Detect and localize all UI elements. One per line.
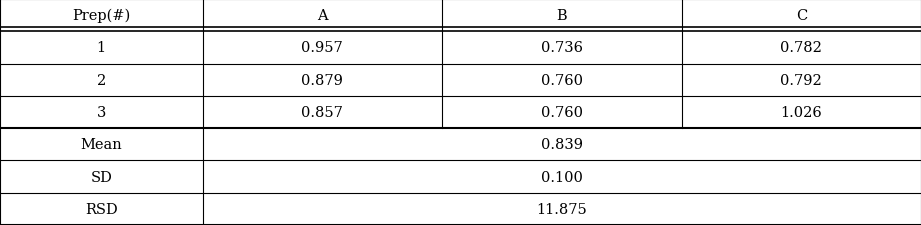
Text: Prep(#): Prep(#) <box>72 9 131 23</box>
Text: 0.857: 0.857 <box>301 106 344 119</box>
Text: B: B <box>556 9 567 23</box>
Text: RSD: RSD <box>85 202 118 216</box>
Text: 0.760: 0.760 <box>541 73 583 87</box>
Text: C: C <box>796 9 807 23</box>
Text: Mean: Mean <box>80 138 122 152</box>
Text: 2: 2 <box>97 73 106 87</box>
Text: 1: 1 <box>97 41 106 55</box>
Text: 3: 3 <box>97 106 106 119</box>
Text: 0.782: 0.782 <box>780 41 822 55</box>
Text: A: A <box>317 9 328 23</box>
Text: 0.879: 0.879 <box>301 73 344 87</box>
Text: 0.792: 0.792 <box>780 73 822 87</box>
Text: 11.875: 11.875 <box>536 202 588 216</box>
Text: 0.100: 0.100 <box>541 170 583 184</box>
Text: 0.760: 0.760 <box>541 106 583 119</box>
Text: SD: SD <box>90 170 112 184</box>
Text: 1.026: 1.026 <box>780 106 822 119</box>
Text: 0.736: 0.736 <box>541 41 583 55</box>
Text: 0.839: 0.839 <box>541 138 583 152</box>
Text: 0.957: 0.957 <box>301 41 344 55</box>
